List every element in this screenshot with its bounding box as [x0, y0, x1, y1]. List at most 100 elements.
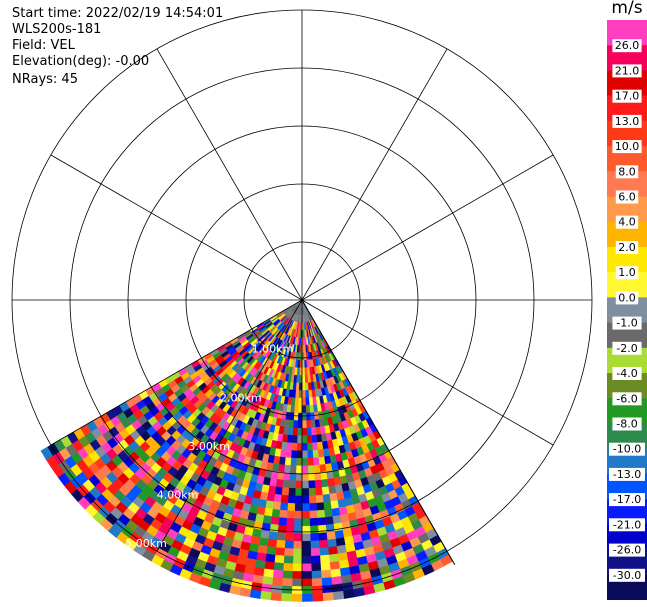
velocity-cell: [332, 515, 342, 525]
velocity-cell: [293, 518, 303, 527]
velocity-cell: [333, 522, 343, 532]
colorbar-tick-bg: [615, 190, 639, 204]
velocity-cell: [305, 405, 311, 414]
velocity-cell: [283, 547, 294, 557]
velocity-cell: [311, 434, 318, 444]
velocity-cell: [323, 501, 332, 511]
velocity-cell: [310, 563, 322, 572]
velocity-cell: [308, 480, 316, 489]
velocity-cell: [308, 495, 317, 504]
velocity-cell: [330, 500, 339, 510]
velocity-cell: [313, 464, 321, 474]
colorbar-tick-label: 1.0: [618, 266, 636, 279]
velocity-cell: [308, 502, 317, 512]
velocity-cell: [40, 446, 53, 461]
velocity-cell: [285, 525, 295, 534]
velocity-cell: [301, 457, 309, 467]
colorbar-tick-label: 4.0: [618, 216, 636, 229]
velocity-cell: [267, 538, 278, 548]
velocity-cell: [301, 375, 306, 384]
colorbar-tick-bg: [612, 140, 642, 154]
velocity-cell: [301, 510, 310, 519]
polar-grid: [11, 9, 593, 591]
velocity-cell: [297, 420, 303, 429]
range-ring-label: 1.00km: [252, 343, 294, 356]
velocity-cell: [284, 532, 295, 542]
velocity-cell: [309, 404, 315, 414]
velocity-cell: [271, 577, 283, 587]
velocity-cell: [295, 480, 303, 489]
velocity-cell: [262, 568, 274, 578]
velocity-cell: [285, 517, 295, 527]
velocity-cell: [293, 525, 303, 534]
velocity-cell: [312, 457, 320, 466]
velocity-cell: [283, 555, 294, 564]
velocity-cell: [296, 442, 303, 452]
velocity-cell: [323, 508, 333, 518]
velocity-cell: [301, 427, 307, 436]
velocity-cell: [271, 508, 281, 518]
velocity-cell: [274, 547, 285, 556]
colorbar-tick-label: -26.0: [613, 544, 641, 557]
velocity-cell: [305, 420, 312, 429]
range-ring-label: 4.00km: [157, 489, 199, 502]
velocity-cell: [301, 571, 312, 580]
velocity-cell: [280, 593, 292, 602]
velocity-cell: [301, 442, 308, 452]
velocity-cell: [297, 412, 303, 421]
colorbar-tick-bg: [609, 493, 645, 507]
sector-edge: [301, 299, 456, 565]
velocity-cell: [305, 412, 311, 421]
site-label: WLS200s-181: [12, 22, 102, 37]
velocity-cell: [277, 524, 287, 534]
velocity-cell: [294, 495, 303, 504]
velocity-cell: [310, 427, 317, 436]
velocity-cell: [319, 547, 330, 556]
velocity-cell: [281, 487, 290, 496]
velocity-cell: [296, 450, 303, 459]
velocity-cell: [327, 546, 338, 556]
velocity-cell: [301, 435, 308, 444]
velocity-cell: [293, 412, 299, 421]
velocity-cell: [287, 495, 296, 504]
colorbar-tick-bg: [612, 64, 642, 78]
colorbar-tick-label: -6.0: [616, 392, 637, 405]
velocity-cell: [293, 405, 299, 414]
velocity-cell: [263, 561, 275, 571]
colorbar-tick-bg: [609, 467, 645, 481]
velocity-cell: [314, 479, 322, 489]
velocity-cell: [289, 465, 297, 474]
colorbar-tick-label: -10.0: [613, 443, 641, 456]
velocity-cell: [263, 507, 273, 517]
velocity-cell: [297, 427, 303, 436]
colorbar-tick-label: -4.0: [616, 367, 637, 380]
velocity-cell: [301, 390, 306, 399]
velocity-cell: [285, 449, 292, 459]
colorbar-tick-bg: [612, 316, 642, 330]
velocity-cell: [329, 561, 341, 571]
velocity-cell: [312, 449, 319, 459]
velocity-cell: [311, 442, 319, 451]
colorbar-tick-bg: [615, 241, 639, 254]
velocity-cell: [322, 592, 334, 602]
velocity-cell: [281, 578, 293, 587]
velocity-cell: [283, 464, 291, 474]
velocity-cell: [292, 548, 303, 557]
velocity-cell: [304, 367, 308, 376]
velocity-cell: [309, 532, 320, 542]
velocity-cell: [270, 516, 280, 526]
velocity-cell: [301, 480, 309, 489]
velocity-cell: [279, 502, 289, 511]
velocity-cell: [310, 555, 321, 564]
velocity-cell: [320, 562, 331, 572]
velocity-cell: [342, 589, 355, 599]
velocity-cell: [301, 593, 313, 602]
velocity-cell: [301, 518, 311, 527]
velocity-cell: [286, 510, 295, 519]
velocity-cell: [266, 546, 277, 556]
colorbar-tick-label: 13.0: [615, 115, 640, 128]
velocity-cell: [307, 465, 315, 474]
velocity-cell: [282, 563, 294, 572]
velocity-cell: [316, 441, 324, 451]
